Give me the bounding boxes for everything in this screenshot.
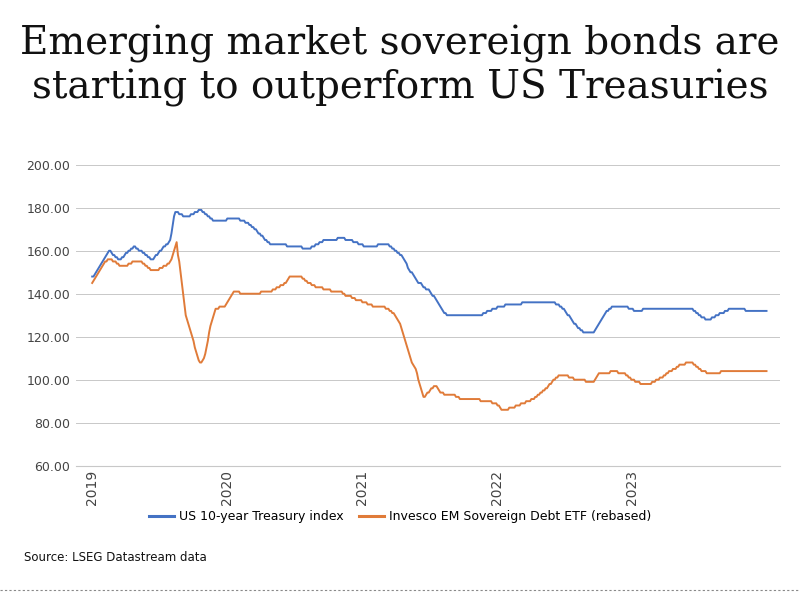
Text: Emerging market sovereign bonds are
starting to outperform US Treasuries: Emerging market sovereign bonds are star…: [20, 24, 780, 107]
Text: Source: LSEG Datastream data: Source: LSEG Datastream data: [24, 551, 206, 564]
Legend: US 10-year Treasury index, Invesco EM Sovereign Debt ETF (rebased): US 10-year Treasury index, Invesco EM So…: [144, 505, 656, 528]
